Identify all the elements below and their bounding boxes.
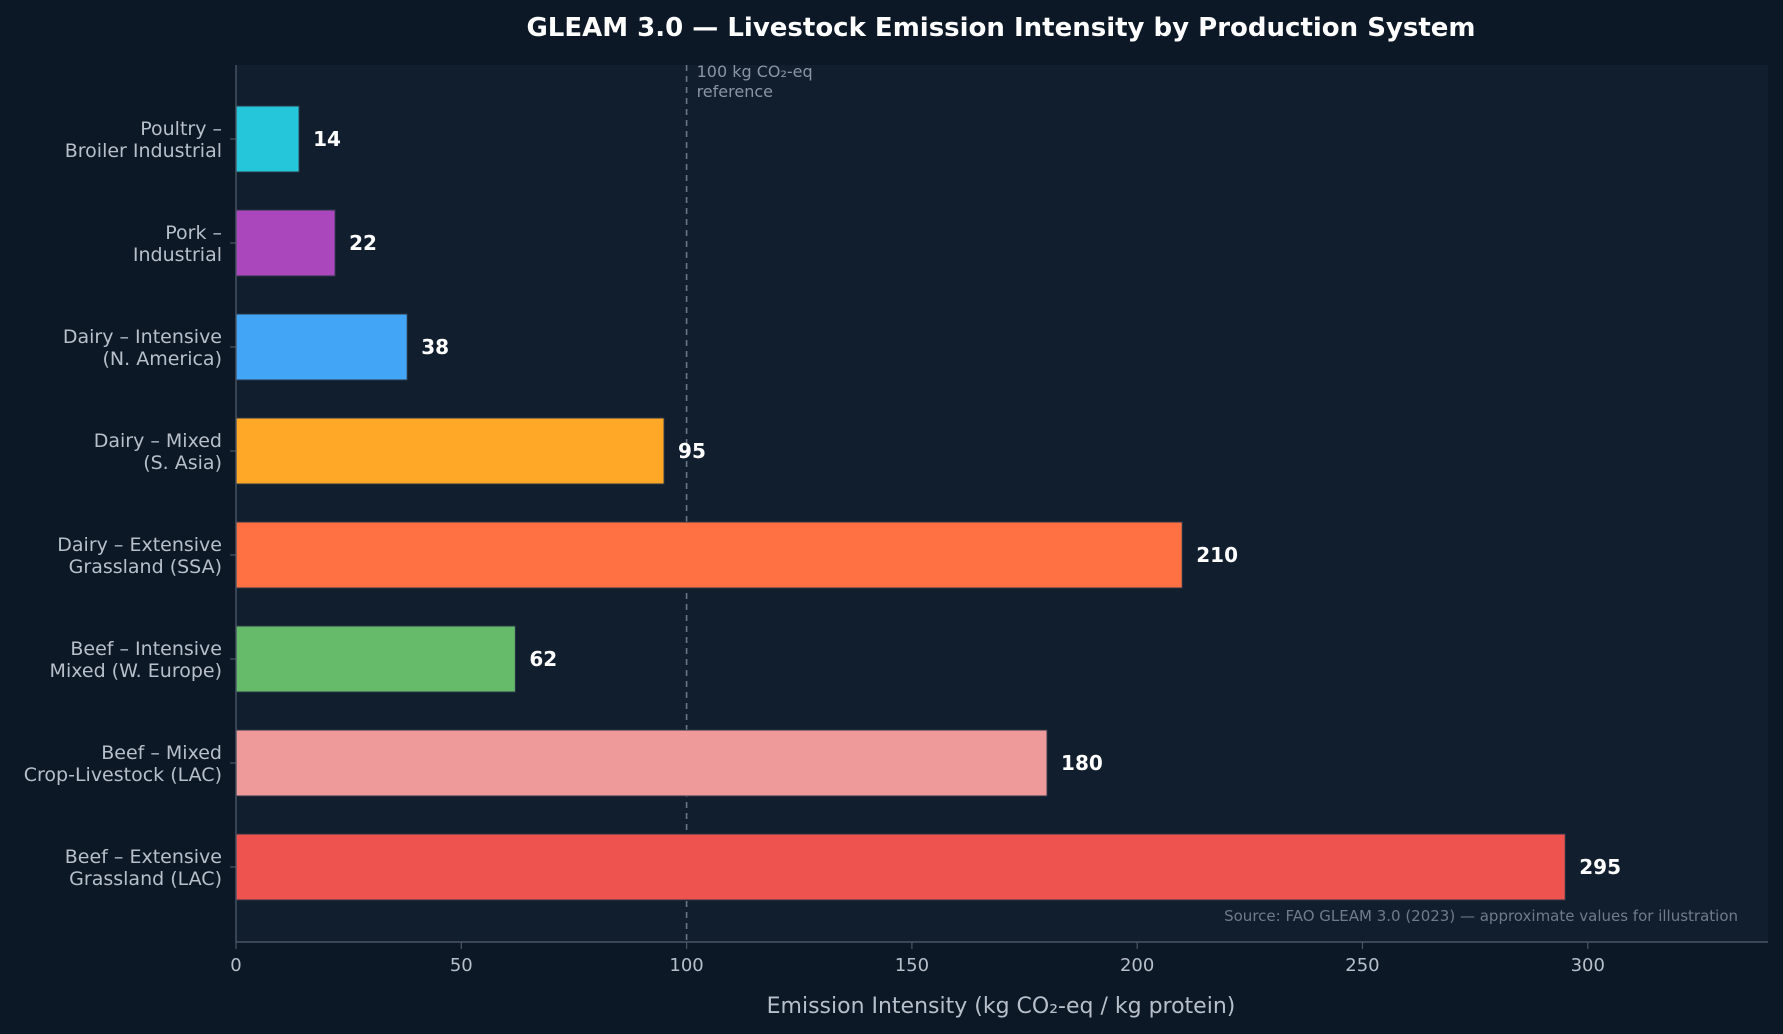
bar — [235, 209, 336, 277]
y-tick-label: Dairy – Intensive (N. America) — [63, 326, 222, 370]
x-tick-label: 200 — [1120, 955, 1154, 976]
x-tick-label: 300 — [1571, 955, 1605, 976]
y-tick-label-line: Beef – Extensive — [65, 846, 222, 868]
bar — [235, 729, 1048, 797]
x-axis-label: Emission Intensity (kg CO₂-eq / kg prote… — [767, 994, 1236, 1019]
data-label: 22 — [349, 231, 377, 255]
y-tick-label-line: Beef – Intensive — [70, 638, 222, 660]
x-tick-label: 100 — [669, 955, 703, 976]
bars-group: 14 22 38 95 210 62 180 295 — [235, 105, 1621, 901]
axes-group: Poultry – Broiler Industrial Pork – Industr… — [24, 65, 1768, 976]
reference-line-label: reference — [697, 82, 773, 101]
reference-line-label: 100 kg CO₂-eq — [697, 62, 813, 81]
x-tick-label: 50 — [450, 955, 473, 976]
bar — [235, 625, 516, 693]
bar — [235, 833, 1566, 901]
y-tick-label-line: (S. Asia) — [143, 452, 222, 474]
y-tick-label-line: Dairy – Mixed — [94, 430, 222, 452]
data-label: 180 — [1061, 751, 1103, 775]
bar — [235, 105, 300, 173]
x-tick-label: 0 — [230, 955, 241, 976]
data-label: 62 — [529, 647, 557, 671]
y-tick-label: Beef – Intensive Mixed (W. Europe) — [50, 638, 222, 682]
bar — [235, 313, 408, 381]
plot-background — [236, 65, 1768, 942]
data-label: 38 — [421, 335, 449, 359]
data-label: 295 — [1579, 855, 1621, 879]
y-tick-label-line: Broiler Industrial — [65, 140, 222, 162]
y-tick-label-line: Grassland (LAC) — [69, 868, 222, 890]
chart-title: GLEAM 3.0 — Livestock Emission Intensity… — [526, 13, 1475, 43]
y-tick-label: Dairy – Mixed (S. Asia) — [94, 430, 222, 474]
y-tick-label-line: Industrial — [133, 244, 222, 266]
y-tick-label-line: Mixed (W. Europe) — [50, 660, 222, 682]
y-tick-label: Poultry – Broiler Industrial — [65, 118, 222, 162]
y-tick-label-line: Poultry – — [140, 118, 222, 140]
y-tick-label-line: Grassland (SSA) — [69, 556, 222, 578]
bar — [235, 521, 1183, 589]
data-label: 14 — [313, 127, 341, 151]
y-tick-label-line: Pork – — [165, 222, 222, 244]
data-label: 95 — [678, 439, 706, 463]
y-tick-label: Dairy – Extensive Grassland (SSA) — [57, 534, 222, 578]
y-tick-label-line: Dairy – Intensive — [63, 326, 222, 348]
bar — [235, 417, 665, 485]
y-tick-label-line: Dairy – Extensive — [57, 534, 222, 556]
y-tick-label-line: (N. America) — [103, 348, 223, 370]
x-tick-label: 150 — [895, 955, 929, 976]
x-tick-label: 250 — [1345, 955, 1379, 976]
y-tick-label: Beef – Extensive Grassland (LAC) — [65, 846, 222, 890]
y-tick-label: Pork – Industrial — [133, 222, 222, 266]
y-tick-label-line: Crop-Livestock (LAC) — [24, 764, 222, 786]
source-annotation: Source: FAO GLEAM 3.0 (2023) — approxima… — [1224, 907, 1738, 925]
data-label: 210 — [1196, 543, 1238, 567]
y-tick-label: Beef – Mixed Crop-Livestock (LAC) — [24, 742, 222, 786]
y-tick-label-line: Beef – Mixed — [101, 742, 222, 764]
